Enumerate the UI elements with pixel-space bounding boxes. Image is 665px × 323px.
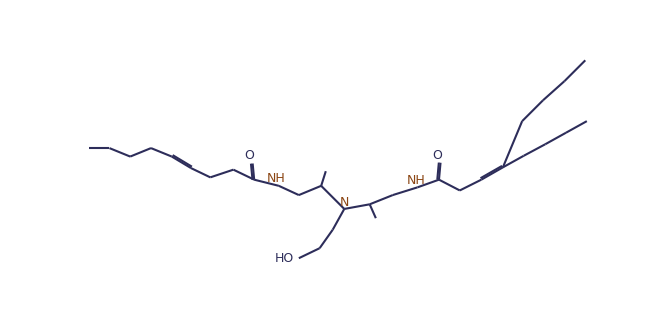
Text: N: N [340,196,349,209]
Text: NH: NH [267,172,286,185]
Text: NH: NH [406,174,425,187]
Text: HO: HO [275,252,294,265]
Text: O: O [432,149,442,162]
Text: O: O [244,149,254,162]
